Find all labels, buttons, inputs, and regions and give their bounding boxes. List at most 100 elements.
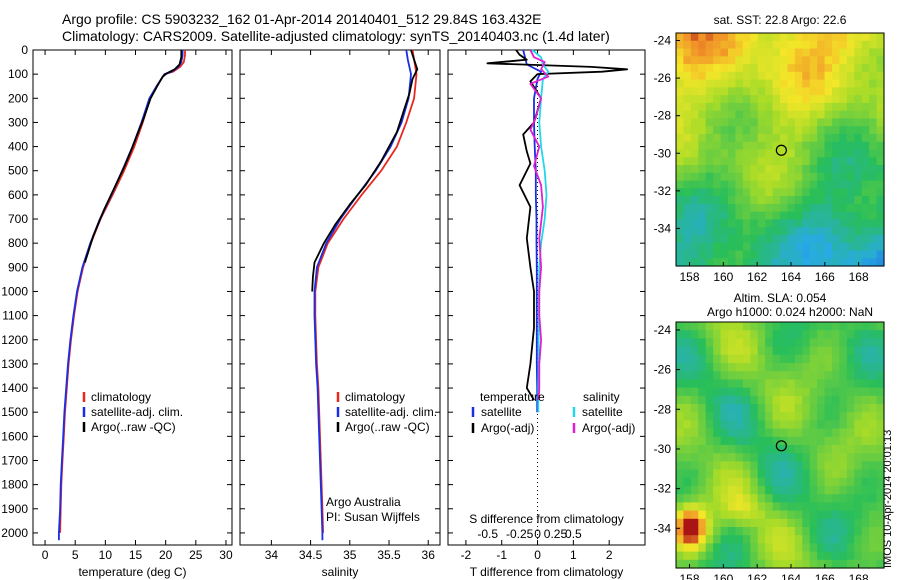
sst_map-cell xyxy=(839,118,848,127)
sst_map-cell xyxy=(690,211,699,220)
sla_map-cell xyxy=(676,379,685,389)
sst_map-cell xyxy=(869,141,878,151)
salinity-series-line xyxy=(311,49,419,292)
sst_map-cell xyxy=(713,133,722,143)
sla_map-cell xyxy=(742,387,751,397)
sla_map-cell xyxy=(690,330,699,339)
sla_map-cell xyxy=(690,543,699,553)
sst_map-cell xyxy=(772,133,781,143)
sla_map-cell xyxy=(772,469,781,479)
sst_map-cell xyxy=(861,157,870,166)
sla_map-cell xyxy=(854,502,863,512)
sla_map-cell xyxy=(765,510,774,520)
sst_map-cell xyxy=(705,258,714,267)
sst_map-cell xyxy=(757,258,766,267)
depth-tick-label: 100 xyxy=(8,67,28,81)
sst_map-cell xyxy=(765,118,774,127)
sst_map-cell xyxy=(839,242,848,252)
sst_map-cell xyxy=(802,219,811,228)
sst_map-cell xyxy=(735,126,744,135)
sla_map-cell xyxy=(683,469,692,479)
sla_map-cell xyxy=(676,436,685,446)
sla_map-cell xyxy=(817,404,826,413)
sla_map-cell xyxy=(817,486,826,495)
sla_map-cell xyxy=(750,338,759,348)
sla_map-cell xyxy=(728,322,737,331)
sla_map-cell xyxy=(683,346,692,356)
sst_map-cell xyxy=(735,149,744,158)
sla_map-cell xyxy=(690,518,699,528)
sst_map-cell xyxy=(683,71,692,81)
sst_map-cell xyxy=(839,102,848,112)
sst_map-cell xyxy=(861,40,870,50)
sla_map-cell xyxy=(728,494,737,503)
sst_map-cell xyxy=(757,71,766,81)
sla_map-cell xyxy=(876,453,885,462)
sst_map-cell xyxy=(832,172,841,182)
sst_map-cell xyxy=(676,196,685,205)
depth-tick-label: 1900 xyxy=(1,502,28,516)
sla_map-cell xyxy=(846,510,855,520)
sla_map-cell xyxy=(742,338,751,348)
sst_map-cell xyxy=(765,56,774,65)
sst_map-cell xyxy=(787,203,796,213)
sst_map-cell xyxy=(713,87,722,96)
sla_map-cell xyxy=(876,387,885,397)
sst_map-cell xyxy=(683,141,692,151)
sla_map-cell xyxy=(817,338,826,348)
depth-tick-label: 1500 xyxy=(1,405,28,419)
sla_map-cell xyxy=(683,477,692,487)
sst_map-cell xyxy=(876,242,885,252)
sla_map-cell xyxy=(690,469,699,479)
sla_map-cell xyxy=(750,477,759,487)
sst_map-cell xyxy=(817,126,826,135)
sst_map-cell xyxy=(861,118,870,127)
sst_map-cell xyxy=(832,118,841,127)
sst_map-cell xyxy=(728,79,737,88)
sst_map-cell xyxy=(839,79,848,88)
sst_map-cell xyxy=(832,196,841,205)
sla_map-cell xyxy=(690,363,699,372)
sst_map-cell xyxy=(869,219,878,228)
sst_map-cell xyxy=(854,203,863,213)
sla_map-cell xyxy=(728,346,737,356)
sla_map-cell xyxy=(824,420,833,430)
sla_map-cell xyxy=(772,502,781,512)
sst_map-cell xyxy=(824,250,833,259)
sst_map-cell xyxy=(802,126,811,135)
sst_map-cell xyxy=(676,40,685,50)
sst_map-cell xyxy=(839,234,848,244)
sst_map-cell xyxy=(757,203,766,213)
sla_map-cell xyxy=(735,330,744,339)
sla_map-cell xyxy=(832,428,841,438)
sst_map-cell xyxy=(757,87,766,96)
sla_map-cell xyxy=(750,404,759,413)
sst_map-cell xyxy=(869,48,878,57)
salinity-diff-tick-label: 0.25 xyxy=(544,527,568,541)
sla_map-cell xyxy=(676,322,685,331)
sla_map-cell xyxy=(705,379,714,389)
sst_map-cell xyxy=(854,180,863,189)
sla_map-cell xyxy=(817,535,826,544)
sla_map-cell xyxy=(735,363,744,372)
sla_map-ytick-label: -32 xyxy=(654,482,672,496)
sla_map-cell xyxy=(839,338,848,348)
sst_map-cell xyxy=(705,157,714,166)
sst_map-cell xyxy=(802,56,811,65)
sst_map-cell xyxy=(846,234,855,244)
sst_map-cell xyxy=(713,48,722,57)
sla_map-cell xyxy=(861,428,870,438)
sla_map-cell xyxy=(832,404,841,413)
sla_map-cell xyxy=(854,420,863,430)
sla_map-cell xyxy=(869,494,878,503)
sst_map-ytick-label: -30 xyxy=(654,146,672,160)
sst_map-cell xyxy=(690,242,699,252)
sst_map-cell xyxy=(839,258,848,267)
sst_map-cell xyxy=(683,110,692,120)
sla_map-cell xyxy=(817,453,826,462)
sla_map-cell xyxy=(683,387,692,397)
sst_map-cell xyxy=(846,157,855,166)
sst_map-cell xyxy=(824,133,833,143)
sst_map-cell xyxy=(809,227,818,236)
sla_map-cell xyxy=(824,371,833,380)
